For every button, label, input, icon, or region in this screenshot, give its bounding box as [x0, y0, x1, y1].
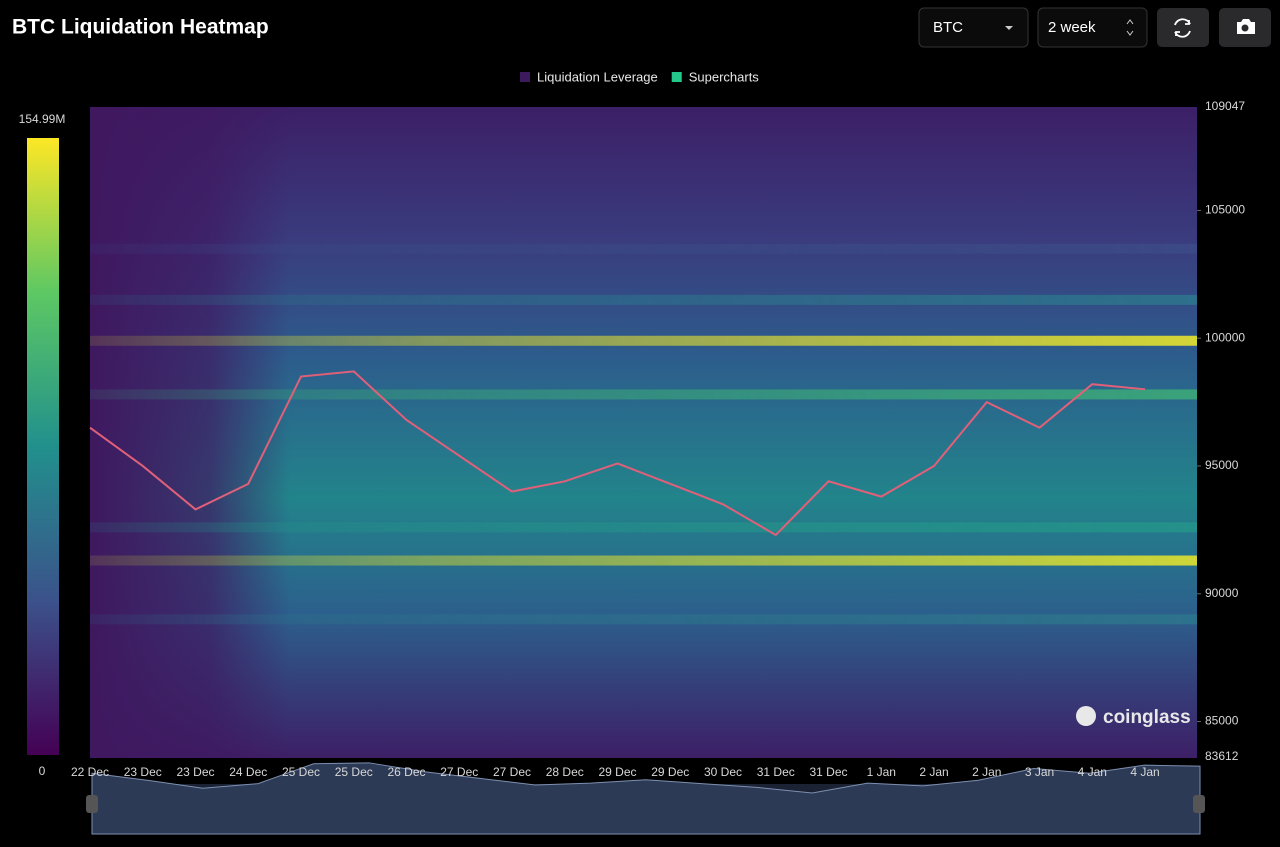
x-tick-label: 3 Jan: [1025, 765, 1054, 779]
levels: [90, 243, 1197, 625]
heatmap-shade: [90, 107, 290, 758]
navigator-area: [91, 762, 1201, 835]
x-tick-label: 27 Dec: [440, 765, 478, 779]
x-tick-label: 4 Jan: [1130, 765, 1159, 779]
logo: [1076, 706, 1096, 726]
y-tick-label: 105000: [1205, 203, 1245, 217]
y-tick-label: 95000: [1205, 458, 1239, 472]
range-select[interactable]: [1037, 7, 1148, 48]
refresh-icon: [1174, 18, 1191, 38]
liquidation-level: [90, 335, 1197, 346]
legend: Liquidation Leverage Supercharts: [520, 69, 759, 84]
nav-handle[interactable]: [1193, 795, 1205, 813]
navigator-line: [91, 762, 1201, 835]
y-tick-label: 100000: [1205, 330, 1245, 344]
refresh-button[interactable]: [1157, 8, 1209, 47]
symbol-value: BTC: [933, 19, 963, 36]
x-tick-label: 22 Dec: [71, 765, 109, 779]
x-tick-label: 31 Dec: [809, 765, 847, 779]
range-arrows: [1126, 19, 1134, 36]
y-limit-label: 109047: [1205, 99, 1245, 113]
symbol-select[interactable]: [918, 7, 1029, 48]
x-tick-label: 4 Jan: [1078, 765, 1107, 779]
legend-swatch: [520, 72, 530, 82]
price: [89, 370, 1146, 537]
x-tick-label: 2 Jan: [919, 765, 948, 779]
title: BTC Liquidation Heatmap: [12, 16, 269, 39]
color-max: 154.99M: [19, 112, 66, 126]
liquidation-level: [90, 243, 1197, 254]
y-tick-label: 85000: [1205, 714, 1239, 728]
y-tick-label: 90000: [1205, 586, 1239, 600]
liquidation-level: [90, 522, 1197, 533]
x-tick-label: 23 Dec: [176, 765, 214, 779]
liquidation-level: [90, 389, 1197, 400]
x-tick-label: 30 Dec: [704, 765, 742, 779]
x-tick-label: 26 Dec: [387, 765, 425, 779]
color-min: 0: [39, 764, 46, 778]
x-tick-label: 31 Dec: [757, 765, 795, 779]
x-tick-label: 28 Dec: [546, 765, 584, 779]
x-tick-label: 29 Dec: [598, 765, 636, 779]
x-tick-label: 25 Dec: [282, 765, 320, 779]
x-tick-label: 25 Dec: [335, 765, 373, 779]
color-bar: [27, 138, 59, 755]
nav-handle[interactable]: [86, 795, 98, 813]
x-tick-label: 27 Dec: [493, 765, 531, 779]
legend-swatch: [671, 72, 682, 82]
watermark-text: coinglass: [1103, 707, 1191, 728]
x-tick-label: 2 Jan: [972, 765, 1001, 779]
liquidation-level: [90, 294, 1197, 305]
select-arrow: [1005, 26, 1013, 30]
x-tick-label: 24 Dec: [229, 765, 267, 779]
liquidation-level: [90, 614, 1197, 625]
price-line: [89, 370, 1146, 537]
liquidation-level: [90, 555, 1197, 566]
x-tick-label: 29 Dec: [651, 765, 689, 779]
legend-label: Supercharts: [689, 69, 760, 84]
x-tick-label: 23 Dec: [124, 765, 162, 779]
legend-label: Liquidation Leverage: [537, 69, 658, 84]
x-tick-label: 1 Jan: [867, 765, 896, 779]
watermark: coinglass: [1076, 706, 1191, 728]
camera-lens: [1241, 24, 1249, 32]
range-value: 2 week: [1048, 19, 1096, 36]
y-limit-label: 83612: [1205, 749, 1239, 763]
